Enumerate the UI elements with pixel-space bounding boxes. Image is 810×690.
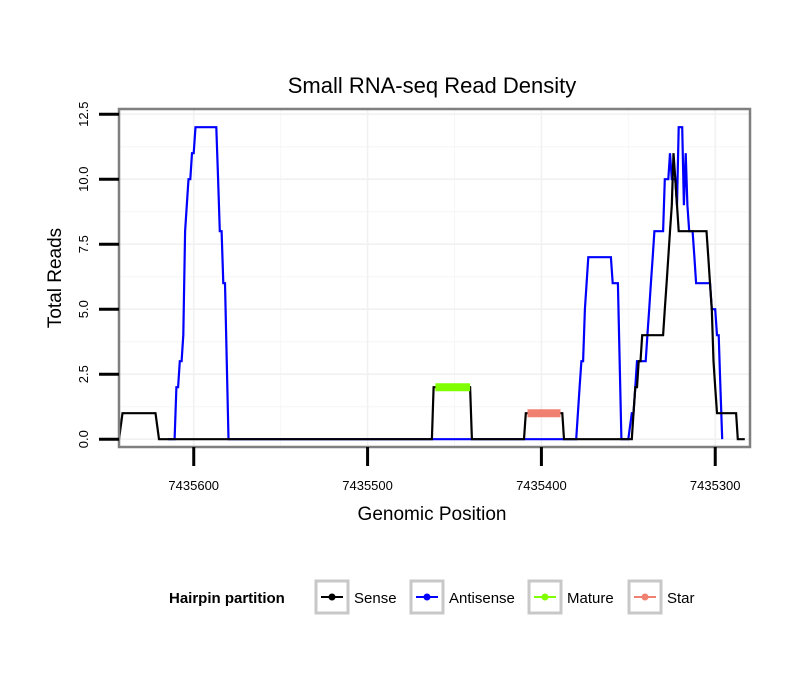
plot-background — [119, 109, 750, 447]
legend-key-dot — [641, 593, 649, 601]
y-tick-label: 0.0 — [76, 430, 91, 448]
x-axis-title: Genomic Position — [358, 504, 507, 525]
x-tick-label: 7435600 — [168, 478, 219, 493]
legend-item-sense: Sense — [314, 579, 397, 615]
x-tick-label: 7435400 — [516, 478, 567, 493]
legend-label: Mature — [567, 590, 614, 607]
x-axis: 7435600 7435500 7435400 7435300 — [168, 447, 741, 493]
chart-title: Small RNA-seq Read Density — [288, 73, 577, 98]
y-tick-label: 5.0 — [76, 300, 91, 318]
legend-label: Antisense — [449, 590, 515, 607]
y-axis: 0.0 2.5 5.0 7.5 10.0 12.5 — [76, 102, 119, 448]
plot-panel — [119, 109, 750, 447]
legend-key-dot — [541, 593, 549, 601]
y-tick-label: 10.0 — [76, 167, 91, 192]
plot-border — [117, 107, 752, 449]
y-tick-label: 2.5 — [76, 365, 91, 383]
y-tick-label: 12.5 — [76, 102, 91, 127]
legend-title: Hairpin partition — [169, 590, 285, 607]
legend-label: Sense — [354, 590, 397, 607]
y-axis-title: Total Reads — [45, 228, 66, 328]
legend-key-dot — [423, 593, 431, 601]
legend: Hairpin partition Sense Antisense Mature Sta… — [169, 579, 695, 615]
x-tick-label: 7435300 — [690, 478, 741, 493]
y-tick-label: 7.5 — [76, 235, 91, 253]
x-tick-label: 7435500 — [342, 478, 393, 493]
legend-item-antisense: Antisense — [409, 579, 515, 615]
legend-item-mature: Mature — [527, 579, 614, 615]
legend-key-dot — [328, 593, 336, 601]
legend-item-star: Star — [627, 579, 695, 615]
series-line-antisense — [167, 126, 724, 441]
series-layer — [117, 126, 745, 441]
legend-label: Star — [667, 590, 695, 607]
